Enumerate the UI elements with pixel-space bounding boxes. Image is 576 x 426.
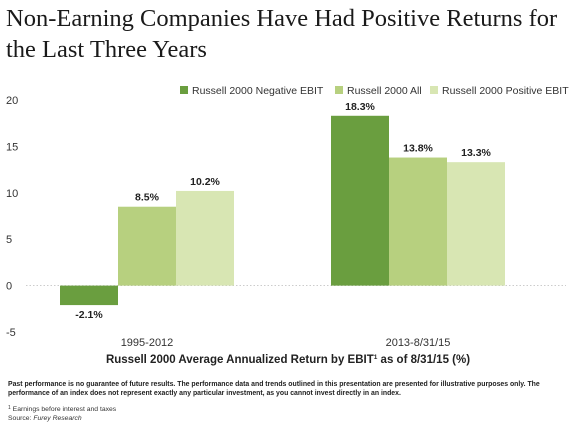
legend-label: Russell 2000 Negative EBIT bbox=[192, 85, 324, 97]
bar-chart: 20 15 10 5 0 -5 -2.1% 18.3% 8.5% 13.8% 10.2% 13.3%… bbox=[6, 85, 569, 349]
x-tick-label: 2013-8/31/15 bbox=[386, 337, 451, 349]
legend-swatch bbox=[180, 86, 188, 94]
data-labels: -2.1% 18.3% 8.5% 13.8% 10.2% 13.3% bbox=[75, 101, 491, 321]
bar bbox=[447, 162, 505, 286]
x-axis: 1995-2012 2013-8/31/15 bbox=[121, 337, 451, 349]
bar bbox=[60, 285, 118, 306]
y-tick-label: 10 bbox=[6, 188, 18, 200]
bar bbox=[331, 115, 389, 286]
y-tick-label: 5 bbox=[6, 234, 12, 246]
disclaimer-text: Past performance is no guarantee of futu… bbox=[8, 381, 540, 397]
chart-title: Non-Earning Companies Have Had Positive … bbox=[6, 5, 558, 63]
x-axis-title: Russell 2000 Average Annualized Return b… bbox=[105, 354, 471, 366]
footnote: 1 Earnings before interest and taxes Sou… bbox=[8, 404, 408, 423]
bar bbox=[176, 190, 234, 286]
source-line: Source: Furey Research bbox=[8, 414, 82, 422]
data-label: 10.2% bbox=[190, 176, 220, 188]
data-label: 13.3% bbox=[461, 147, 491, 159]
data-label: 13.8% bbox=[403, 143, 433, 155]
bars bbox=[60, 115, 505, 306]
y-tick-label: 15 bbox=[6, 141, 18, 153]
legend-swatch bbox=[430, 86, 438, 94]
data-label: 8.5% bbox=[135, 192, 160, 204]
legend-label: Russell 2000 Positive EBIT bbox=[442, 85, 569, 97]
y-tick-label: 0 bbox=[6, 281, 12, 293]
footnote-definition: 1 Earnings before interest and taxes bbox=[8, 405, 117, 413]
bar bbox=[389, 157, 447, 286]
y-tick-label: 20 bbox=[6, 95, 18, 107]
legend-swatch bbox=[335, 86, 343, 94]
bar bbox=[118, 206, 176, 286]
x-tick-label: 1995-2012 bbox=[121, 337, 174, 349]
y-axis: 20 15 10 5 0 -5 bbox=[6, 95, 566, 339]
data-label: -2.1% bbox=[75, 309, 103, 321]
legend-label: Russell 2000 All bbox=[347, 85, 422, 97]
legend: Russell 2000 Negative EBIT Russell 2000 A… bbox=[180, 85, 569, 97]
data-label: 18.3% bbox=[345, 101, 375, 113]
y-tick-label: -5 bbox=[6, 327, 16, 339]
